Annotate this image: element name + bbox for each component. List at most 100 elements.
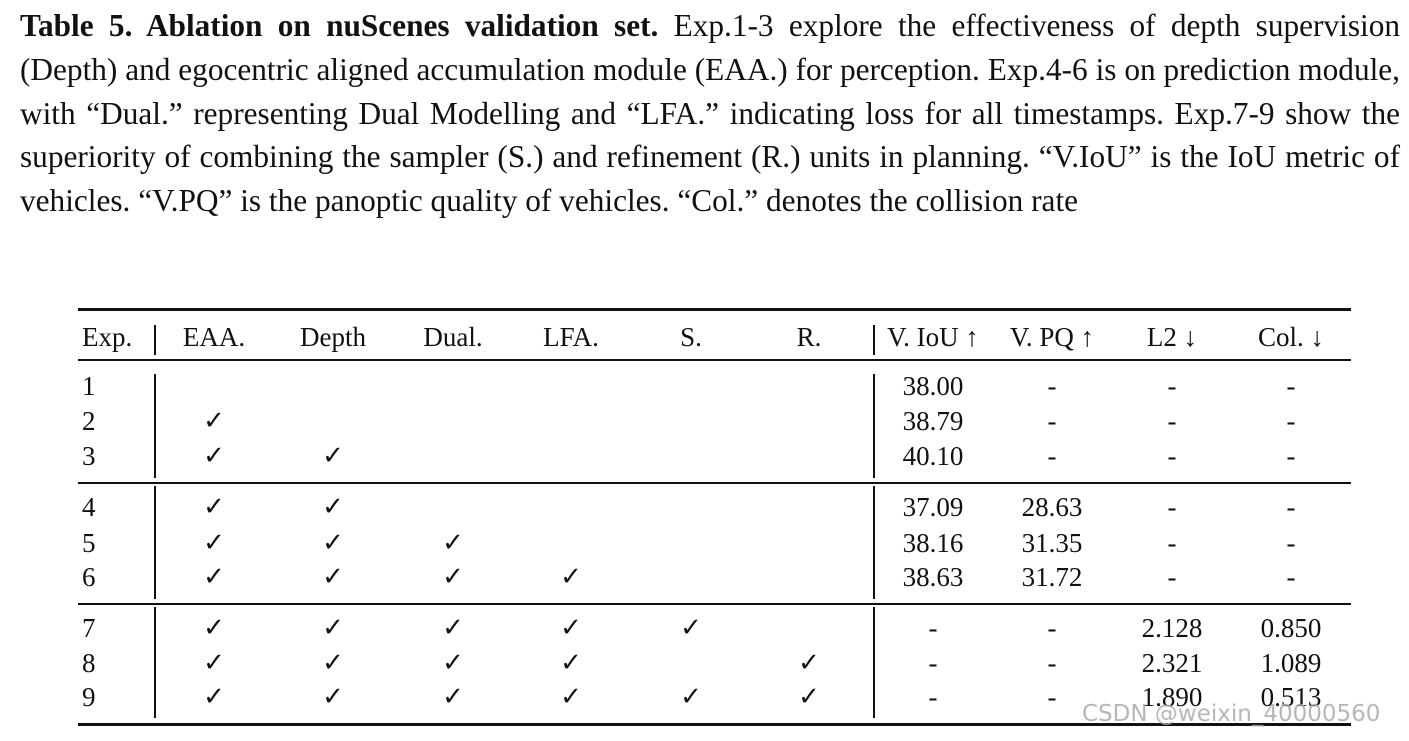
check-icon: ✓ [680,682,702,712]
check-icon: ✓ [798,648,820,678]
metric-cell: 38.63 [902,562,964,592]
row-exp-5: 5 [82,528,96,558]
header-v-pq: V. PQ ↑ [1009,322,1095,352]
row-exp-1: 1 [82,371,96,401]
metric-cell: 38.00 [902,371,964,401]
check-icon: ✓ [442,613,464,643]
metric-cell: - [1047,441,1057,471]
group-rule-1 [78,482,1351,484]
metric-cell: - [1286,441,1296,471]
check-icon: ✓ [442,682,464,712]
metric-cell: - [1286,492,1296,522]
metric-cell: 38.16 [902,528,964,558]
check-icon: ✓ [560,648,582,678]
check-icon: ✓ [203,648,225,678]
metric-cell: - [928,613,938,643]
check-icon: ✓ [798,682,820,712]
metric-cell: - [1047,406,1057,436]
metric-cell: 31.35 [1021,528,1083,558]
check-icon: ✓ [203,613,225,643]
header-col: Col. ↓ [1257,322,1325,352]
check-icon: ✓ [322,492,344,522]
metric-cell: - [1286,562,1296,592]
metric-cell: 31.72 [1021,562,1083,592]
top-rule [78,308,1351,311]
check-icon: ✓ [203,682,225,712]
row-exp-4: 4 [82,492,96,522]
group-rule-2 [78,603,1351,605]
metric-cell: 40.10 [902,441,964,471]
header-l2: L2 ↓ [1146,322,1198,352]
metric-cell: - [1047,682,1057,712]
check-icon: ✓ [203,528,225,558]
column-separator [154,374,156,478]
metric-cell: - [1167,441,1177,471]
caption-body: Exp.1-3 explore the effectiveness of dep… [20,8,1400,219]
check-icon: ✓ [560,613,582,643]
metric-cell: - [1047,613,1057,643]
check-icon: ✓ [442,528,464,558]
metric-cell: 0.850 [1260,613,1322,643]
column-separator [873,325,875,355]
metric-cell: - [928,682,938,712]
check-icon: ✓ [560,682,582,712]
header-dual: Dual. [423,322,483,352]
metric-cell: 2.321 [1141,648,1203,678]
header-v-iou: V. IoU ↑ [887,322,979,352]
metric-cell: - [1286,371,1296,401]
metric-cell: 2.128 [1141,613,1203,643]
column-separator [154,607,156,718]
check-icon: ✓ [322,613,344,643]
metric-cell: 0.513 [1260,682,1322,712]
check-icon: ✓ [203,562,225,592]
column-separator [154,486,156,599]
check-icon: ✓ [203,441,225,471]
metric-cell: - [1167,406,1177,436]
header-exp: Exp. [82,322,133,352]
header-rule [78,359,1351,361]
metric-cell: - [1167,492,1177,522]
metric-cell: - [1167,528,1177,558]
check-icon: ✓ [442,648,464,678]
metric-cell: - [1286,406,1296,436]
header-eaa: EAA. [182,322,246,352]
column-separator [873,607,875,718]
metric-cell: - [1167,562,1177,592]
metric-cell: - [1167,371,1177,401]
check-icon: ✓ [322,648,344,678]
row-exp-6: 6 [82,562,96,592]
row-exp-2: 2 [82,406,96,436]
check-icon: ✓ [322,682,344,712]
header-depth: Depth [300,322,366,352]
metric-cell: 37.09 [902,492,964,522]
watermark: CSDN @weixin_40000560 [1082,701,1381,727]
row-exp-3: 3 [82,441,96,471]
check-icon: ✓ [203,492,225,522]
check-icon: ✓ [322,562,344,592]
row-exp-7: 7 [82,613,96,643]
metric-cell: 1.890 [1141,682,1203,712]
header-r: R. [796,322,822,352]
header-lfa: LFA. [543,322,599,352]
metric-cell: 38.79 [902,406,964,436]
column-separator [873,486,875,599]
check-icon: ✓ [680,613,702,643]
table-caption: Table 5. Ablation on nuScenes validation… [20,4,1400,223]
check-icon: ✓ [560,562,582,592]
caption-title: Table 5. Ablation on nuScenes validation… [20,8,659,43]
check-icon: ✓ [203,406,225,436]
bottom-rule [78,723,1351,726]
row-exp-9: 9 [82,682,96,712]
check-icon: ✓ [442,562,464,592]
metric-cell: - [1286,528,1296,558]
row-exp-8: 8 [82,648,96,678]
column-separator [154,325,156,355]
check-icon: ✓ [322,528,344,558]
metric-cell: 1.089 [1260,648,1322,678]
metric-cell: - [928,648,938,678]
metric-cell: - [1047,371,1057,401]
metric-cell: 28.63 [1021,492,1083,522]
header-s: S. [680,322,702,352]
metric-cell: - [1047,648,1057,678]
check-icon: ✓ [322,441,344,471]
